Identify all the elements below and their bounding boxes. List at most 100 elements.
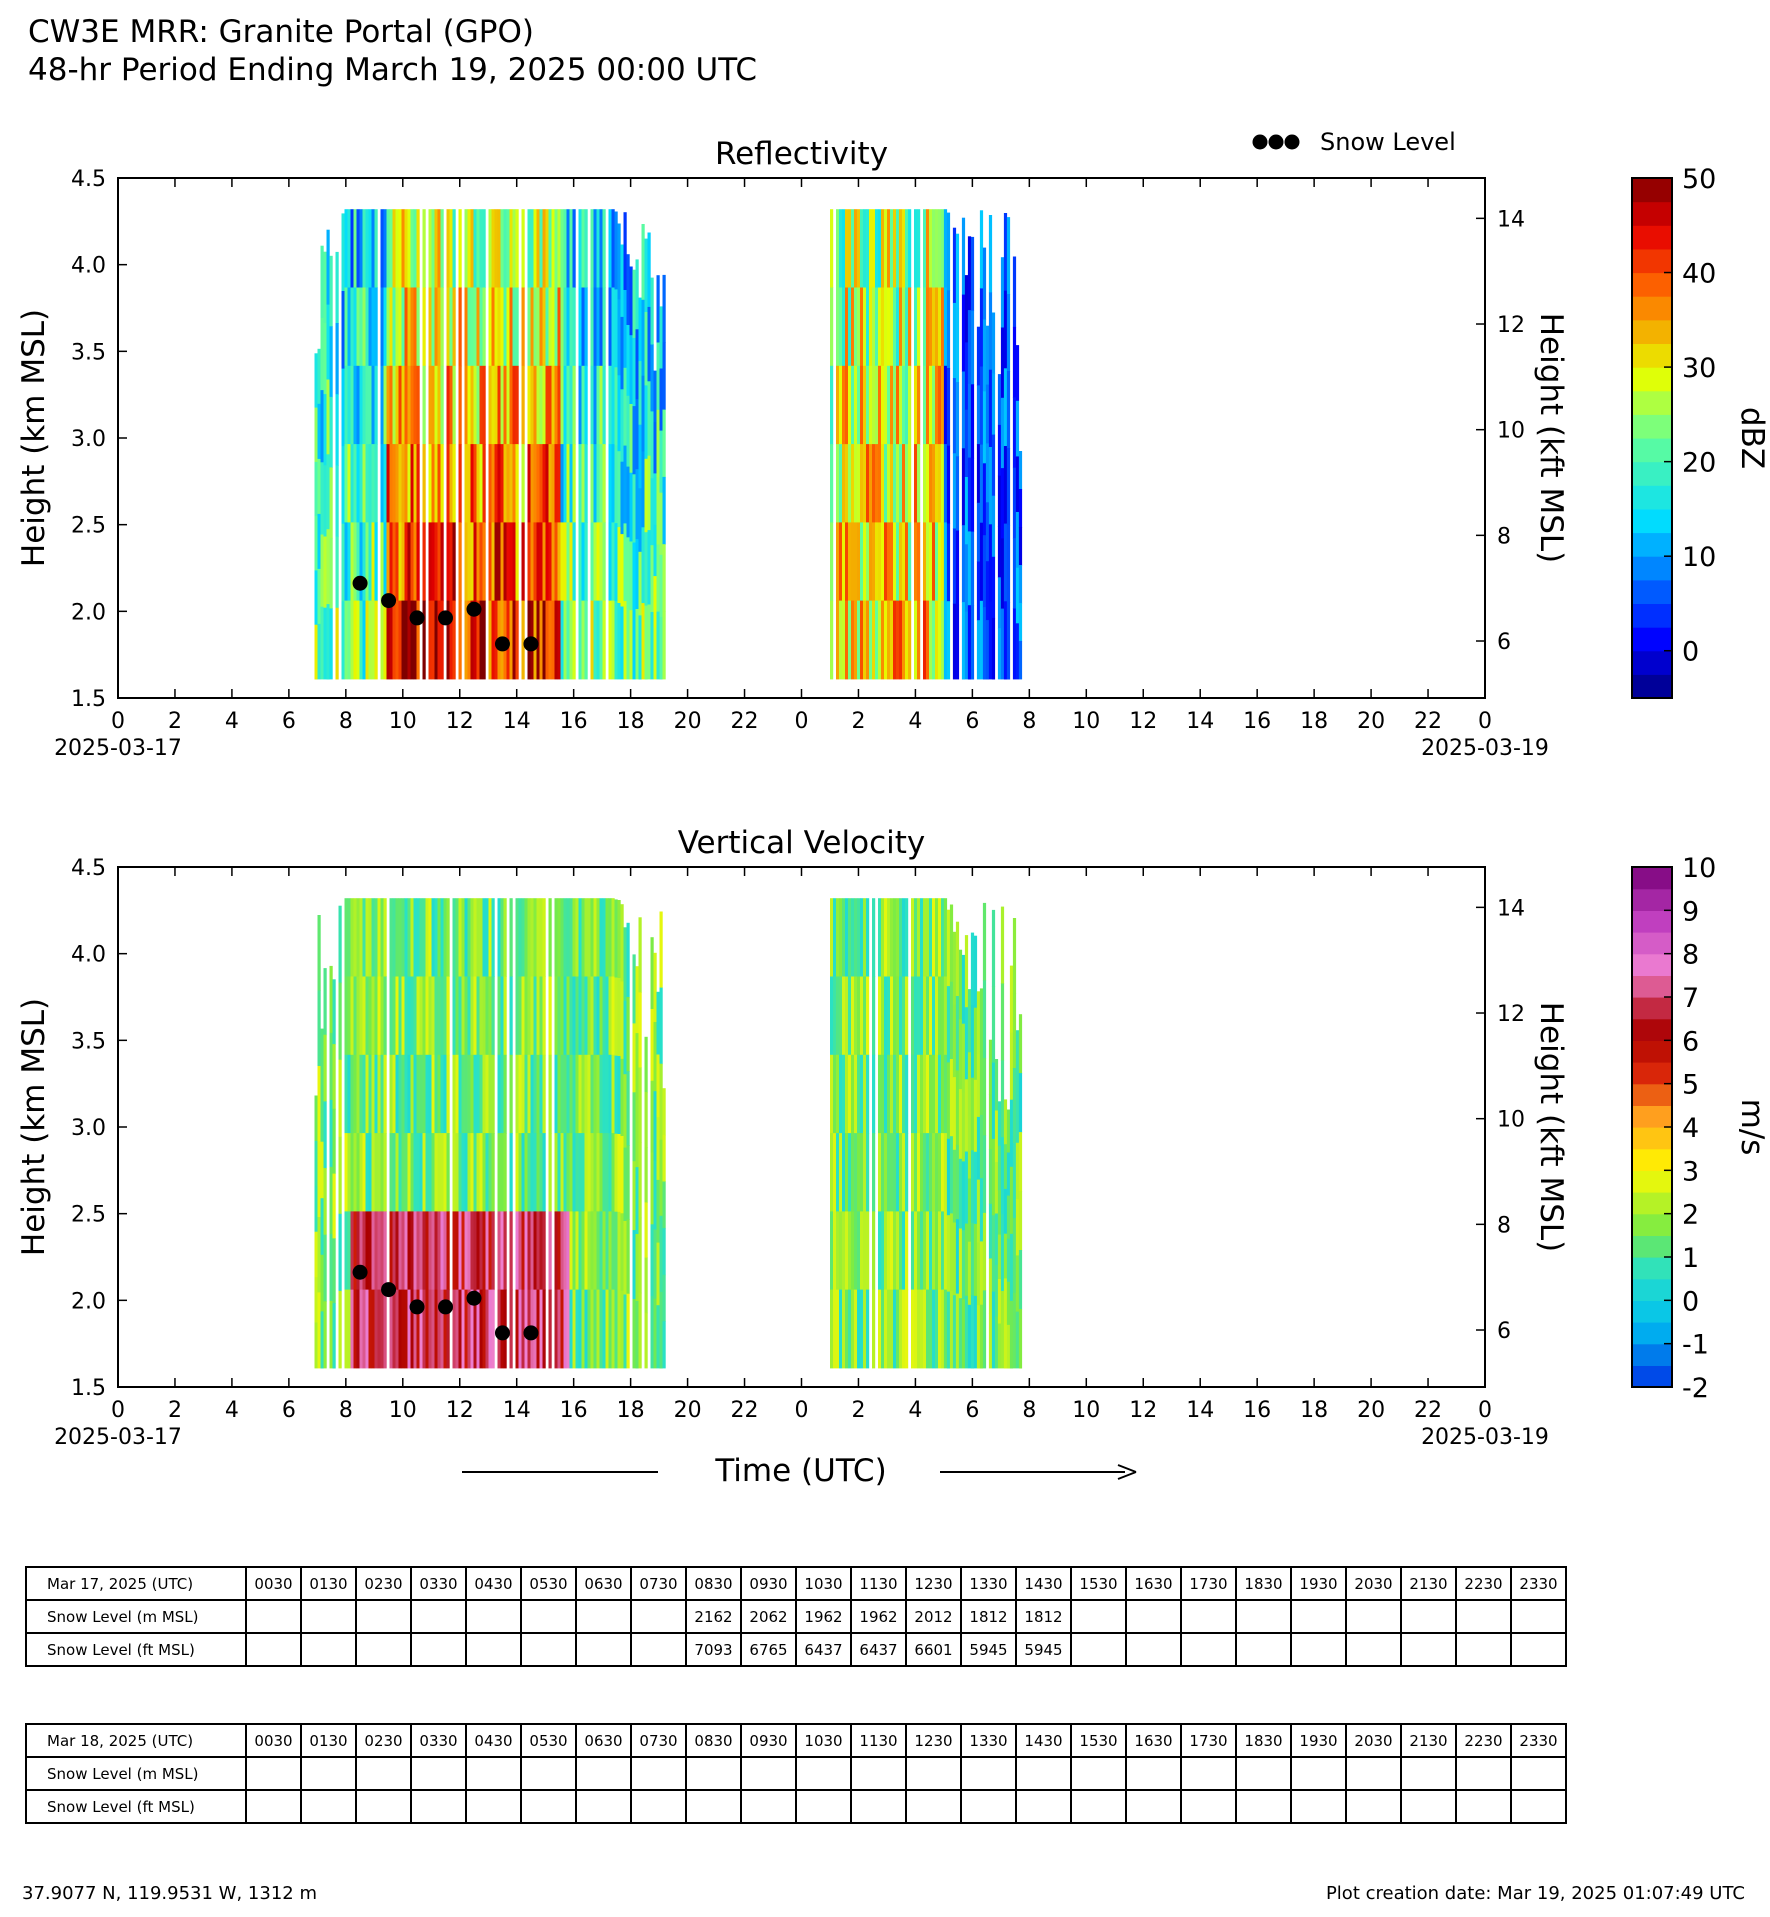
chart-1-x-tick-label: 14 (1186, 709, 1214, 734)
mar18-table-time-column: 1130 (850, 1723, 907, 1758)
chart-2-colorbar-tick-label: -1 (1682, 1330, 1709, 1361)
chart-1-x-tick-label: 2 (851, 709, 865, 734)
mar18-table-time-column: 0630 (575, 1723, 632, 1758)
chart-2-colorbar-tick-label: 8 (1682, 940, 1699, 971)
chart-1-x-tick-label: 0 (795, 709, 809, 734)
mar18-table-cell (410, 1756, 467, 1791)
mar18-table-row: Snow Level (m MSL) (25, 1756, 1567, 1791)
chart-2-y-tick-label: 4.5 (71, 856, 106, 881)
chart-2-y-right-tick-label: 8 (1497, 1213, 1511, 1238)
mar18-table-time-column: 1630 (1125, 1723, 1182, 1758)
mar18-table-cell (1235, 1789, 1292, 1824)
chart-2-end-date: 2025-03-19 (1421, 1425, 1549, 1450)
mar17-table-cell (355, 1599, 412, 1634)
chart-2-x-tick-label: 10 (389, 1398, 417, 1423)
mar17-table-cell: 1812 (960, 1599, 1017, 1634)
mar17-table-time-column: 0830 (685, 1566, 742, 1601)
chart-1-colorbar-segment (1632, 225, 1672, 250)
mar18-table-cell (1510, 1756, 1567, 1791)
chart-2-y-tick-label: 3.5 (71, 1029, 106, 1054)
chart-1-x-tick-label: 16 (1243, 709, 1271, 734)
mar18-table-cell (245, 1756, 302, 1791)
mar17-table-cell (1125, 1632, 1182, 1667)
mar17-table-time-column: 0430 (465, 1566, 522, 1601)
chart-1-colorbar-segment (1632, 485, 1672, 510)
mar17-table-cell (1345, 1632, 1402, 1667)
chart-1-snow-level-point (494, 636, 510, 652)
chart-1-y-tick-label: 3.5 (71, 340, 106, 365)
chart-1-snow-level-point (409, 610, 425, 626)
chart-1-colorbar-segment (1632, 272, 1672, 297)
chart-2-colorbar-segment (1632, 1300, 1672, 1323)
mar18-table-cell (1125, 1789, 1182, 1824)
mar17-table-cell (1235, 1632, 1292, 1667)
chart-2-colorbar-segment (1632, 1062, 1672, 1085)
chart-1-colorbar-frame (1631, 177, 1673, 699)
mar17-table-time-column: 2330 (1510, 1566, 1567, 1601)
chart-1-colorbar-segment (1632, 674, 1672, 699)
chart-2-x-tick-label: 0 (111, 1398, 125, 1423)
mar17-table-time-column: 0330 (410, 1566, 467, 1601)
chart-1-end-date: 2025-03-19 (1421, 736, 1549, 761)
mar18-table-cell (630, 1756, 687, 1791)
mar17-table-cell: 6437 (850, 1632, 907, 1667)
chart-2-x-tick-label: 20 (1357, 1398, 1385, 1423)
mar18-table-cell (1180, 1789, 1237, 1824)
chart-2-x-tick-label: 14 (1186, 1398, 1214, 1423)
chart-1-x-tick-label: 0 (1478, 709, 1492, 734)
mar17-table-time-column: 1330 (960, 1566, 1017, 1601)
mar17-table-cell: 2162 (685, 1599, 742, 1634)
chart-2-colorbar-segment (1632, 888, 1672, 911)
mar18-table-cell (1400, 1756, 1457, 1791)
chart-2-colorbar-segment (1632, 1192, 1672, 1215)
chart-2-x-tick-label: 8 (339, 1398, 353, 1423)
chart-2-heatmap (314, 898, 1023, 1369)
mrr-charts: 0 2 4 6 8 10 12 14 16 18 20 22 0 2 4 6 8 10 12 14 16 18 20 22 02… (16, 128, 1770, 1489)
mar17-table-time-column: 1130 (850, 1566, 907, 1601)
chart-1-colorbar-segment (1632, 248, 1672, 274)
chart-2-snow-level-point (381, 1282, 397, 1298)
chart-2-x-tick-label: 8 (1022, 1398, 1036, 1423)
chart-1-colorbar-segment (1632, 603, 1672, 628)
plot-creation-date: Plot creation date: Mar 19, 2025 01:07:4… (1325, 1883, 1745, 1904)
chart-2-snow-level-point (466, 1290, 482, 1306)
chart-2-colorbar-segment (1632, 1343, 1672, 1366)
chart-1-x-tick-label: 4 (225, 709, 239, 734)
mar18-table-time-column: 0530 (520, 1723, 577, 1758)
chart-2-colorbar-segment (1632, 1127, 1672, 1150)
chart-1-colorbar-segment (1632, 556, 1672, 581)
mar18-table-time-column: 1430 (1015, 1723, 1072, 1758)
mar17-table-cell: 7093 (685, 1632, 742, 1667)
chart-2-title: Vertical Velocity (678, 825, 926, 861)
chart-2-snow-level-point (438, 1299, 454, 1315)
chart-2-x-tick-label: 14 (503, 1398, 531, 1423)
mar18-table-time-column: 2230 (1455, 1723, 1512, 1758)
chart-1-x-tick-label: 18 (1300, 709, 1328, 734)
mar18-table-cell (905, 1756, 962, 1791)
mar18-table-cell (905, 1789, 962, 1824)
chart-1-x-tick-label: 16 (560, 709, 588, 734)
chart-2-colorbar-tick-label: 9 (1682, 896, 1699, 927)
mar18-table-cell (1290, 1789, 1347, 1824)
mar18-table-time-column: 1930 (1290, 1723, 1347, 1758)
mar17-table-cell (355, 1632, 412, 1667)
chart-1-title: Reflectivity (715, 136, 888, 172)
chart-2-colorbar-segment (1632, 1257, 1672, 1280)
time-axis-arrow-head (1117, 1464, 1137, 1480)
mar18-table-cell (850, 1756, 907, 1791)
chart-1-colorbar-tick-label: 10 (1682, 542, 1716, 573)
chart-1-heatmap (314, 209, 1023, 680)
mar18-table-cell (300, 1756, 357, 1791)
chart-1-y-tick-label: 2.5 (71, 514, 106, 539)
chart-2-snow-level-point (409, 1299, 425, 1315)
mar18-table-cell (1345, 1789, 1402, 1824)
chart-2-x-tick-label: 6 (965, 1398, 979, 1423)
chart-2-y-right-tick-label: 6 (1497, 1319, 1511, 1344)
chart-1-snow-level-point (438, 610, 454, 626)
chart-2-x-tick-label: 0 (795, 1398, 809, 1423)
mar18-table-time-column: 0430 (465, 1723, 522, 1758)
mar18-table-time-column: 2130 (1400, 1723, 1457, 1758)
chart-2-x-tick-label: 6 (282, 1398, 296, 1423)
chart-2-colorbar-segment (1632, 910, 1672, 933)
chart-2-colorbar-segment (1632, 1213, 1672, 1236)
